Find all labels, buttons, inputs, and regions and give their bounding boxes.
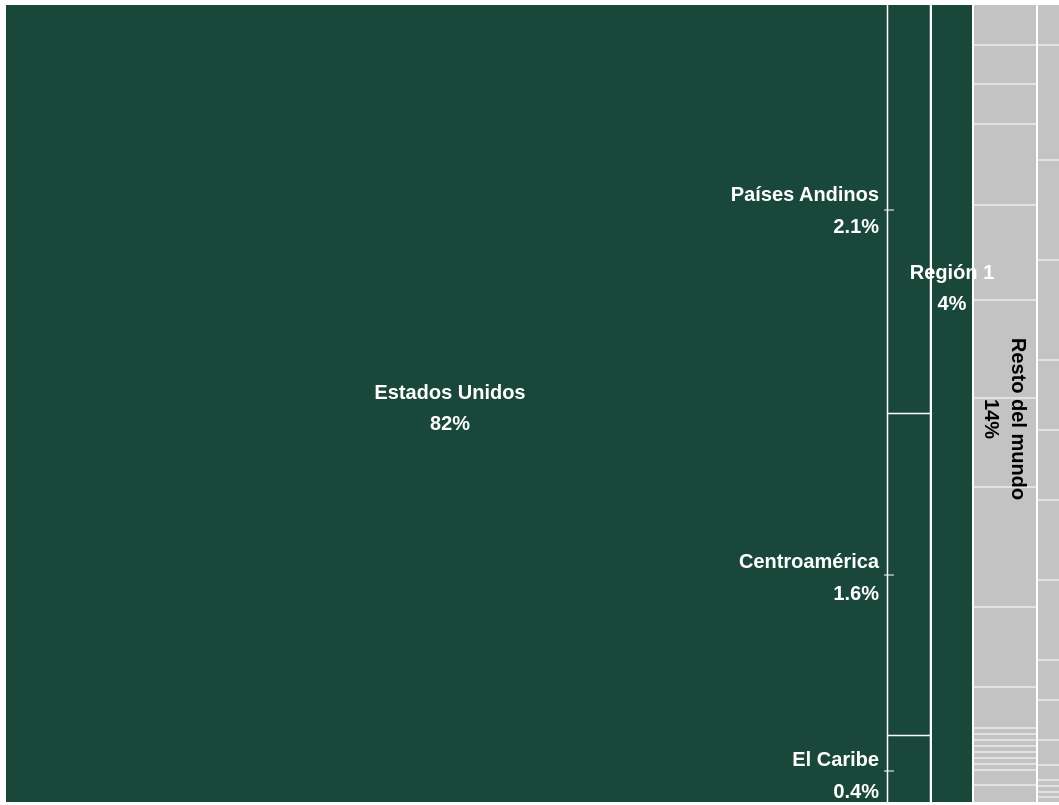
resto-column [1038, 5, 1059, 802]
tile-resto-del-mundo [974, 5, 1059, 802]
resto-column [974, 5, 1036, 802]
tile-region-1 [932, 5, 972, 802]
tile-paises-andinos [888, 5, 930, 413]
label-estados-unidos-name: Estados Unidos [374, 382, 525, 404]
tile-estados-unidos [6, 5, 887, 802]
tile-el-caribe [888, 736, 930, 802]
label-el-caribe-value: 0.4% [833, 781, 879, 803]
label-resto-del-mundo-value: 14% [980, 399, 1002, 439]
label-estados-unidos-value: 82% [430, 413, 470, 435]
tile-centroamerica [888, 414, 930, 735]
label-paises-andinos-value: 2.1% [833, 216, 879, 238]
label-region-1-name: Región 1 [910, 262, 994, 284]
label-resto-del-mundo-name: Resto del mundo [1007, 338, 1029, 500]
label-paises-andinos-name: Países Andinos [731, 184, 879, 206]
label-centroamerica-value: 1.6% [833, 583, 879, 605]
label-centroamerica-name: Centroamérica [739, 551, 880, 573]
label-el-caribe-name: El Caribe [792, 749, 879, 771]
label-region-1-value: 4% [938, 293, 967, 315]
